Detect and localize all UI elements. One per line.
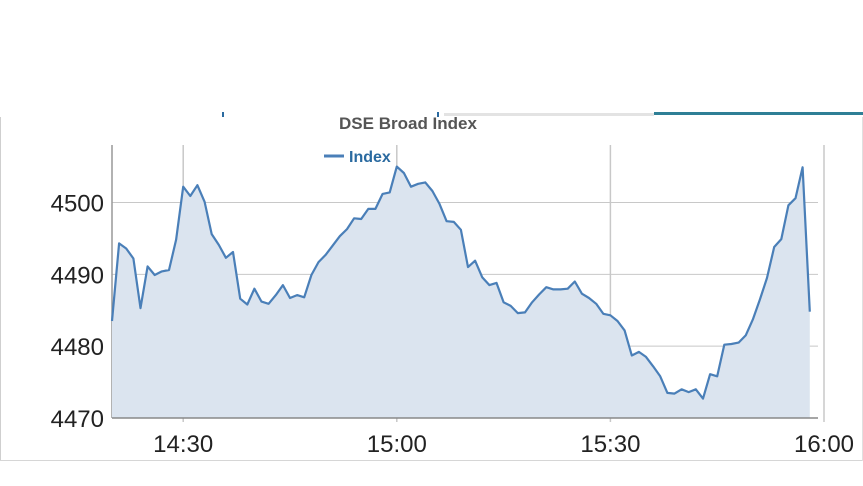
x-tick-label: 15:00: [367, 431, 427, 458]
plot-area: 4470 4480 4490 4500 14:30 15:00 15:30 16:00: [51, 145, 854, 458]
y-tick-label: 4490: [51, 262, 104, 289]
x-tick-label: 14:30: [153, 431, 213, 458]
y-tick-label: 4470: [51, 406, 104, 433]
series-line-index: [110, 165, 811, 400]
x-tick-label: 15:30: [580, 431, 640, 458]
x-tick-label: 16:00: [794, 431, 854, 458]
legend[interactable]: Index: [324, 149, 391, 166]
decor-mark: [437, 112, 439, 117]
panel-border: [0, 117, 1, 461]
series-area-index: [112, 166, 810, 418]
decor-bar: [444, 113, 654, 116]
decor-bar: [654, 112, 863, 115]
y-tick-label: 4480: [51, 334, 104, 361]
legend-label-index: Index: [349, 149, 391, 166]
y-tick-label: 4500: [51, 190, 104, 217]
panel-border: [0, 460, 863, 461]
chart-title: DSE Broad Index: [339, 114, 477, 133]
decor-mark: [222, 112, 224, 117]
